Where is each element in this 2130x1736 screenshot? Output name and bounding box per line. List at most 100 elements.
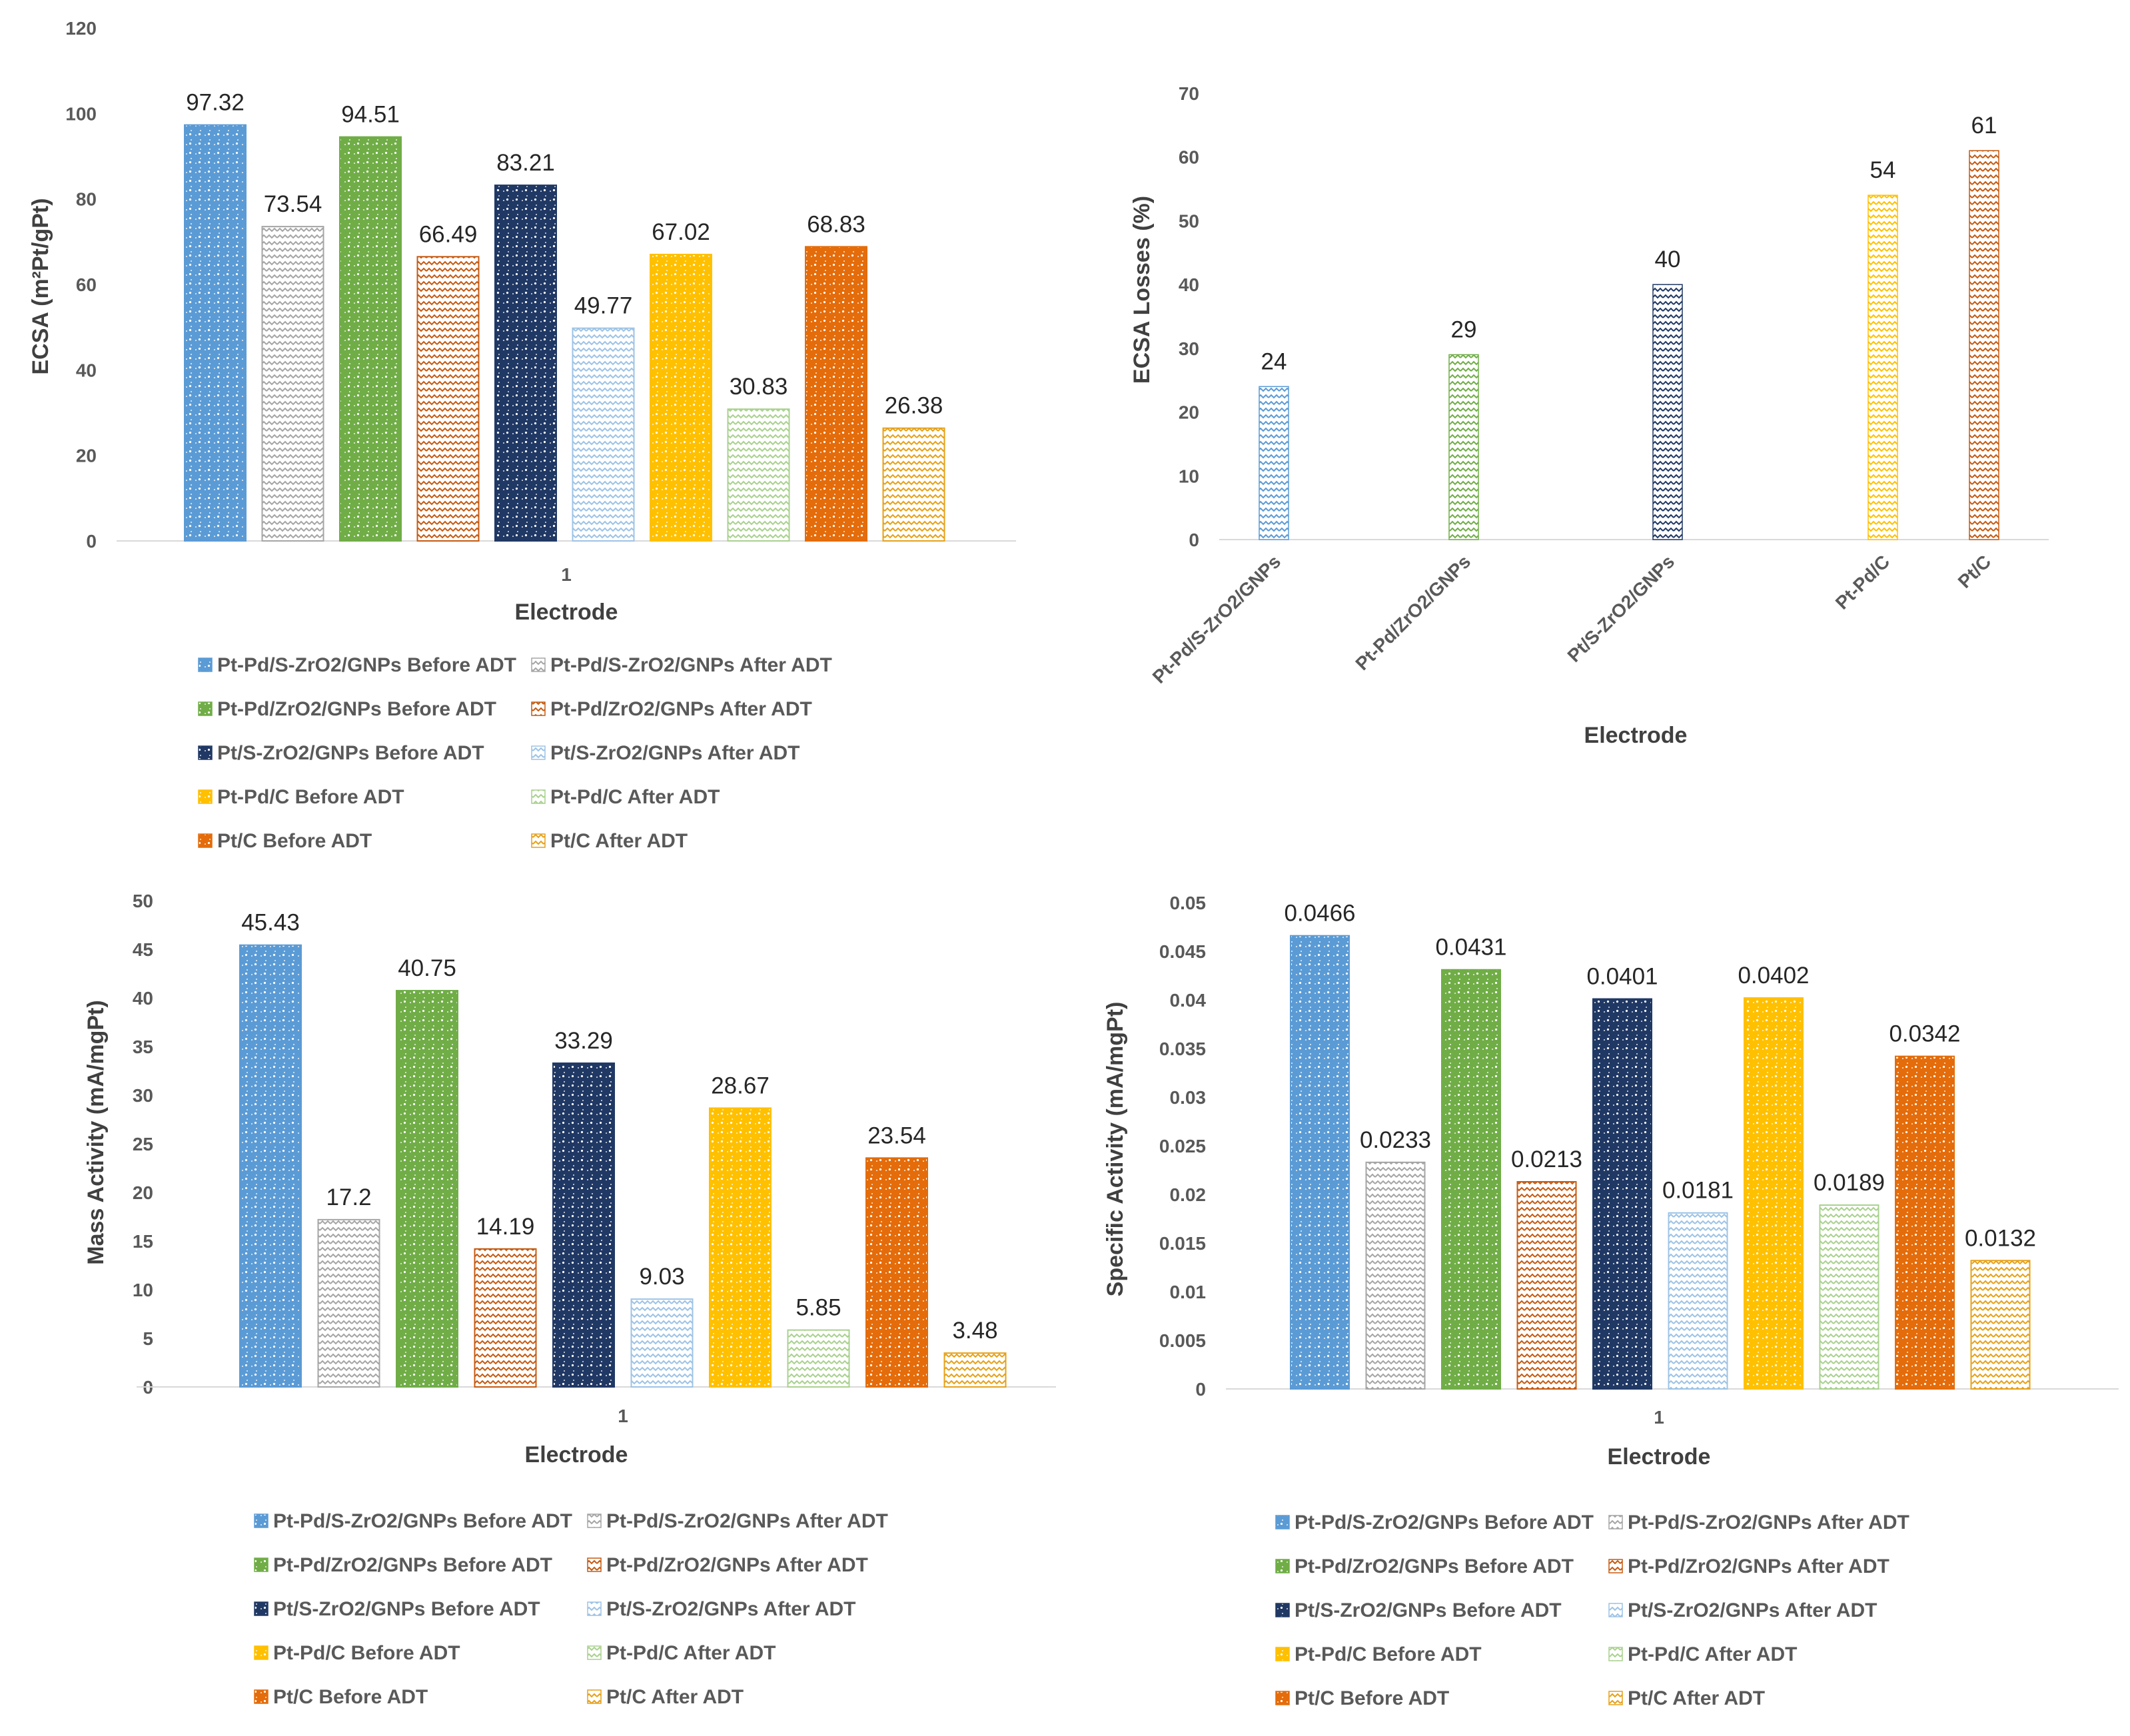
legend: Pt-Pd/S-ZrO2/GNPs Before ADT Pt-Pd/S-ZrO2… bbox=[254, 1510, 888, 1708]
data-label: 40 bbox=[1655, 246, 1681, 272]
y-tick-label: 20 bbox=[133, 1182, 153, 1203]
bar-3 bbox=[396, 990, 458, 1388]
legend-swatch bbox=[531, 745, 546, 760]
legend-entry: Pt-Pd/S-ZrO2/GNPs Before ADT bbox=[273, 1510, 572, 1532]
y-tick-label: 60 bbox=[76, 274, 97, 295]
bar-5 bbox=[552, 1062, 615, 1388]
data-label: 30.83 bbox=[730, 374, 788, 400]
legend: Pt-Pd/S-ZrO2/GNPs Before ADT Pt-Pd/S-ZrO2… bbox=[1275, 1512, 1909, 1709]
legend-entry: Pt-Pd/C Before ADT bbox=[217, 786, 404, 808]
y-tick-label: 0.015 bbox=[1159, 1233, 1206, 1254]
data-label: 61 bbox=[1971, 113, 1997, 139]
y-tick-label: 0.05 bbox=[1170, 893, 1207, 913]
legend-entry: Pt/S-ZrO2/GNPs After ADT bbox=[550, 742, 800, 764]
y-axis-title: ECSA Losses (%) bbox=[1129, 196, 1155, 384]
bar-6 bbox=[1668, 1212, 1728, 1390]
y-tick-label: 0.03 bbox=[1170, 1087, 1207, 1108]
data-label: 0.0402 bbox=[1738, 963, 1809, 989]
legend-swatch bbox=[254, 1557, 268, 1572]
legend-entry: Pt-Pd/C Before ADT bbox=[1295, 1643, 1482, 1665]
data-label: 26.38 bbox=[885, 393, 943, 419]
legend-entry: Pt/C Before ADT bbox=[273, 1686, 428, 1708]
x-tick-label: 1 bbox=[561, 564, 572, 585]
bar-10 bbox=[943, 1352, 1007, 1388]
y-tick-label: 35 bbox=[133, 1037, 153, 1057]
bar-2 bbox=[317, 1218, 380, 1388]
x-tick-label: Pt-Pd/C bbox=[1832, 551, 1893, 613]
legend-entry: Pt/S-ZrO2/GNPs Before ADT bbox=[273, 1598, 540, 1620]
legend-entry: Pt-Pd/S-ZrO2/GNPs Before ADT bbox=[217, 654, 516, 676]
data-label: 40.75 bbox=[398, 955, 456, 981]
legend-swatch bbox=[1275, 1691, 1290, 1705]
legend-entry: Pt/C After ADT bbox=[1628, 1687, 1765, 1709]
legend-swatch bbox=[198, 789, 213, 804]
data-label: 0.0189 bbox=[1814, 1170, 1885, 1196]
bar-4 bbox=[1516, 1181, 1577, 1390]
data-label: 0.0466 bbox=[1284, 901, 1355, 927]
legend-entry: Pt-Pd/ZrO2/GNPs Before ADT bbox=[217, 698, 496, 720]
legend-entry: Pt-Pd/ZrO2/GNPs Before ADT bbox=[1295, 1555, 1574, 1577]
y-tick-label: 45 bbox=[133, 939, 153, 960]
legend-swatch bbox=[587, 1645, 602, 1660]
x-tick-label: 1 bbox=[1654, 1407, 1664, 1428]
legend: Pt-Pd/S-ZrO2/GNPs Before ADT Pt-Pd/S-ZrO2… bbox=[198, 654, 832, 852]
data-label: 0.0342 bbox=[1889, 1021, 1960, 1047]
y-tick-label: 120 bbox=[65, 18, 97, 39]
legend-swatch bbox=[1608, 1603, 1623, 1617]
chart-ecsa: ECSA (m²Pt/gPt) Electrode 1 0 20 40 60 80 100… bbox=[28, 18, 1016, 852]
data-label: 0.0181 bbox=[1662, 1178, 1734, 1204]
data-label: 49.77 bbox=[574, 293, 633, 319]
bar-1 bbox=[239, 944, 302, 1388]
legend-entry: Pt-Pd/ZrO2/GNPs After ADT bbox=[550, 698, 812, 720]
y-tick-label: 0.035 bbox=[1159, 1039, 1206, 1059]
x-tick-label: 1 bbox=[618, 1406, 628, 1426]
legend-entry: Pt-Pd/C After ADT bbox=[550, 786, 720, 808]
legend-entry: Pt-Pd/C Before ADT bbox=[273, 1642, 460, 1664]
legend-swatch bbox=[254, 1514, 268, 1528]
bar-8 bbox=[1819, 1204, 1879, 1390]
x-tick-label: Pt-Pd/ZrO2/GNPs bbox=[1352, 551, 1475, 674]
x-axis-title: Electrode bbox=[525, 1442, 628, 1468]
legend-swatch bbox=[1608, 1515, 1623, 1529]
bar-1 bbox=[1290, 935, 1350, 1390]
data-label: 0.0213 bbox=[1511, 1146, 1582, 1172]
data-label: 28.67 bbox=[711, 1073, 770, 1098]
legend-swatch bbox=[531, 701, 546, 716]
legend-swatch bbox=[587, 1601, 602, 1616]
bar-1 bbox=[1259, 386, 1289, 540]
bar-10 bbox=[1970, 1260, 2031, 1390]
x-axis-title: Electrode bbox=[515, 600, 618, 625]
y-tick-label: 20 bbox=[76, 446, 97, 466]
data-label: 66.49 bbox=[419, 221, 478, 247]
legend-swatch bbox=[1275, 1603, 1290, 1617]
y-tick-label: 0.025 bbox=[1159, 1136, 1206, 1156]
legend-swatch bbox=[1275, 1647, 1290, 1661]
legend-swatch bbox=[198, 701, 213, 716]
legend-swatch bbox=[587, 1514, 602, 1528]
data-label: 67.02 bbox=[652, 219, 710, 245]
data-label: 3.48 bbox=[952, 1318, 997, 1344]
y-tick-label: 100 bbox=[65, 103, 97, 124]
y-tick-label: 50 bbox=[1179, 211, 1199, 231]
legend-swatch bbox=[1608, 1559, 1623, 1573]
y-axis-title: Mass Activity (mA/mgPt) bbox=[83, 1000, 109, 1264]
bar-8 bbox=[727, 408, 790, 542]
bar-4 bbox=[416, 256, 480, 542]
data-label: 29 bbox=[1451, 316, 1477, 342]
legend-entry: Pt-Pd/ZrO2/GNPs Before ADT bbox=[273, 1554, 552, 1576]
legend-swatch bbox=[1275, 1559, 1290, 1573]
y-tick-label: 60 bbox=[1179, 147, 1199, 168]
y-tick-label: 0 bbox=[86, 531, 97, 552]
data-label: 68.83 bbox=[807, 211, 865, 237]
y-tick-label: 0 bbox=[1195, 1379, 1206, 1400]
chart-specific-activity: Specific Activity (mA/mgPt) Electrode 1 … bbox=[1103, 893, 2119, 1709]
data-label: 14.19 bbox=[476, 1214, 535, 1240]
data-label: 97.32 bbox=[186, 90, 245, 116]
legend-swatch bbox=[531, 657, 546, 672]
legend-swatch bbox=[1608, 1647, 1623, 1661]
legend-entry: Pt/C Before ADT bbox=[1295, 1687, 1449, 1709]
data-label: 0.0401 bbox=[1586, 964, 1658, 990]
bar-10 bbox=[882, 427, 945, 542]
